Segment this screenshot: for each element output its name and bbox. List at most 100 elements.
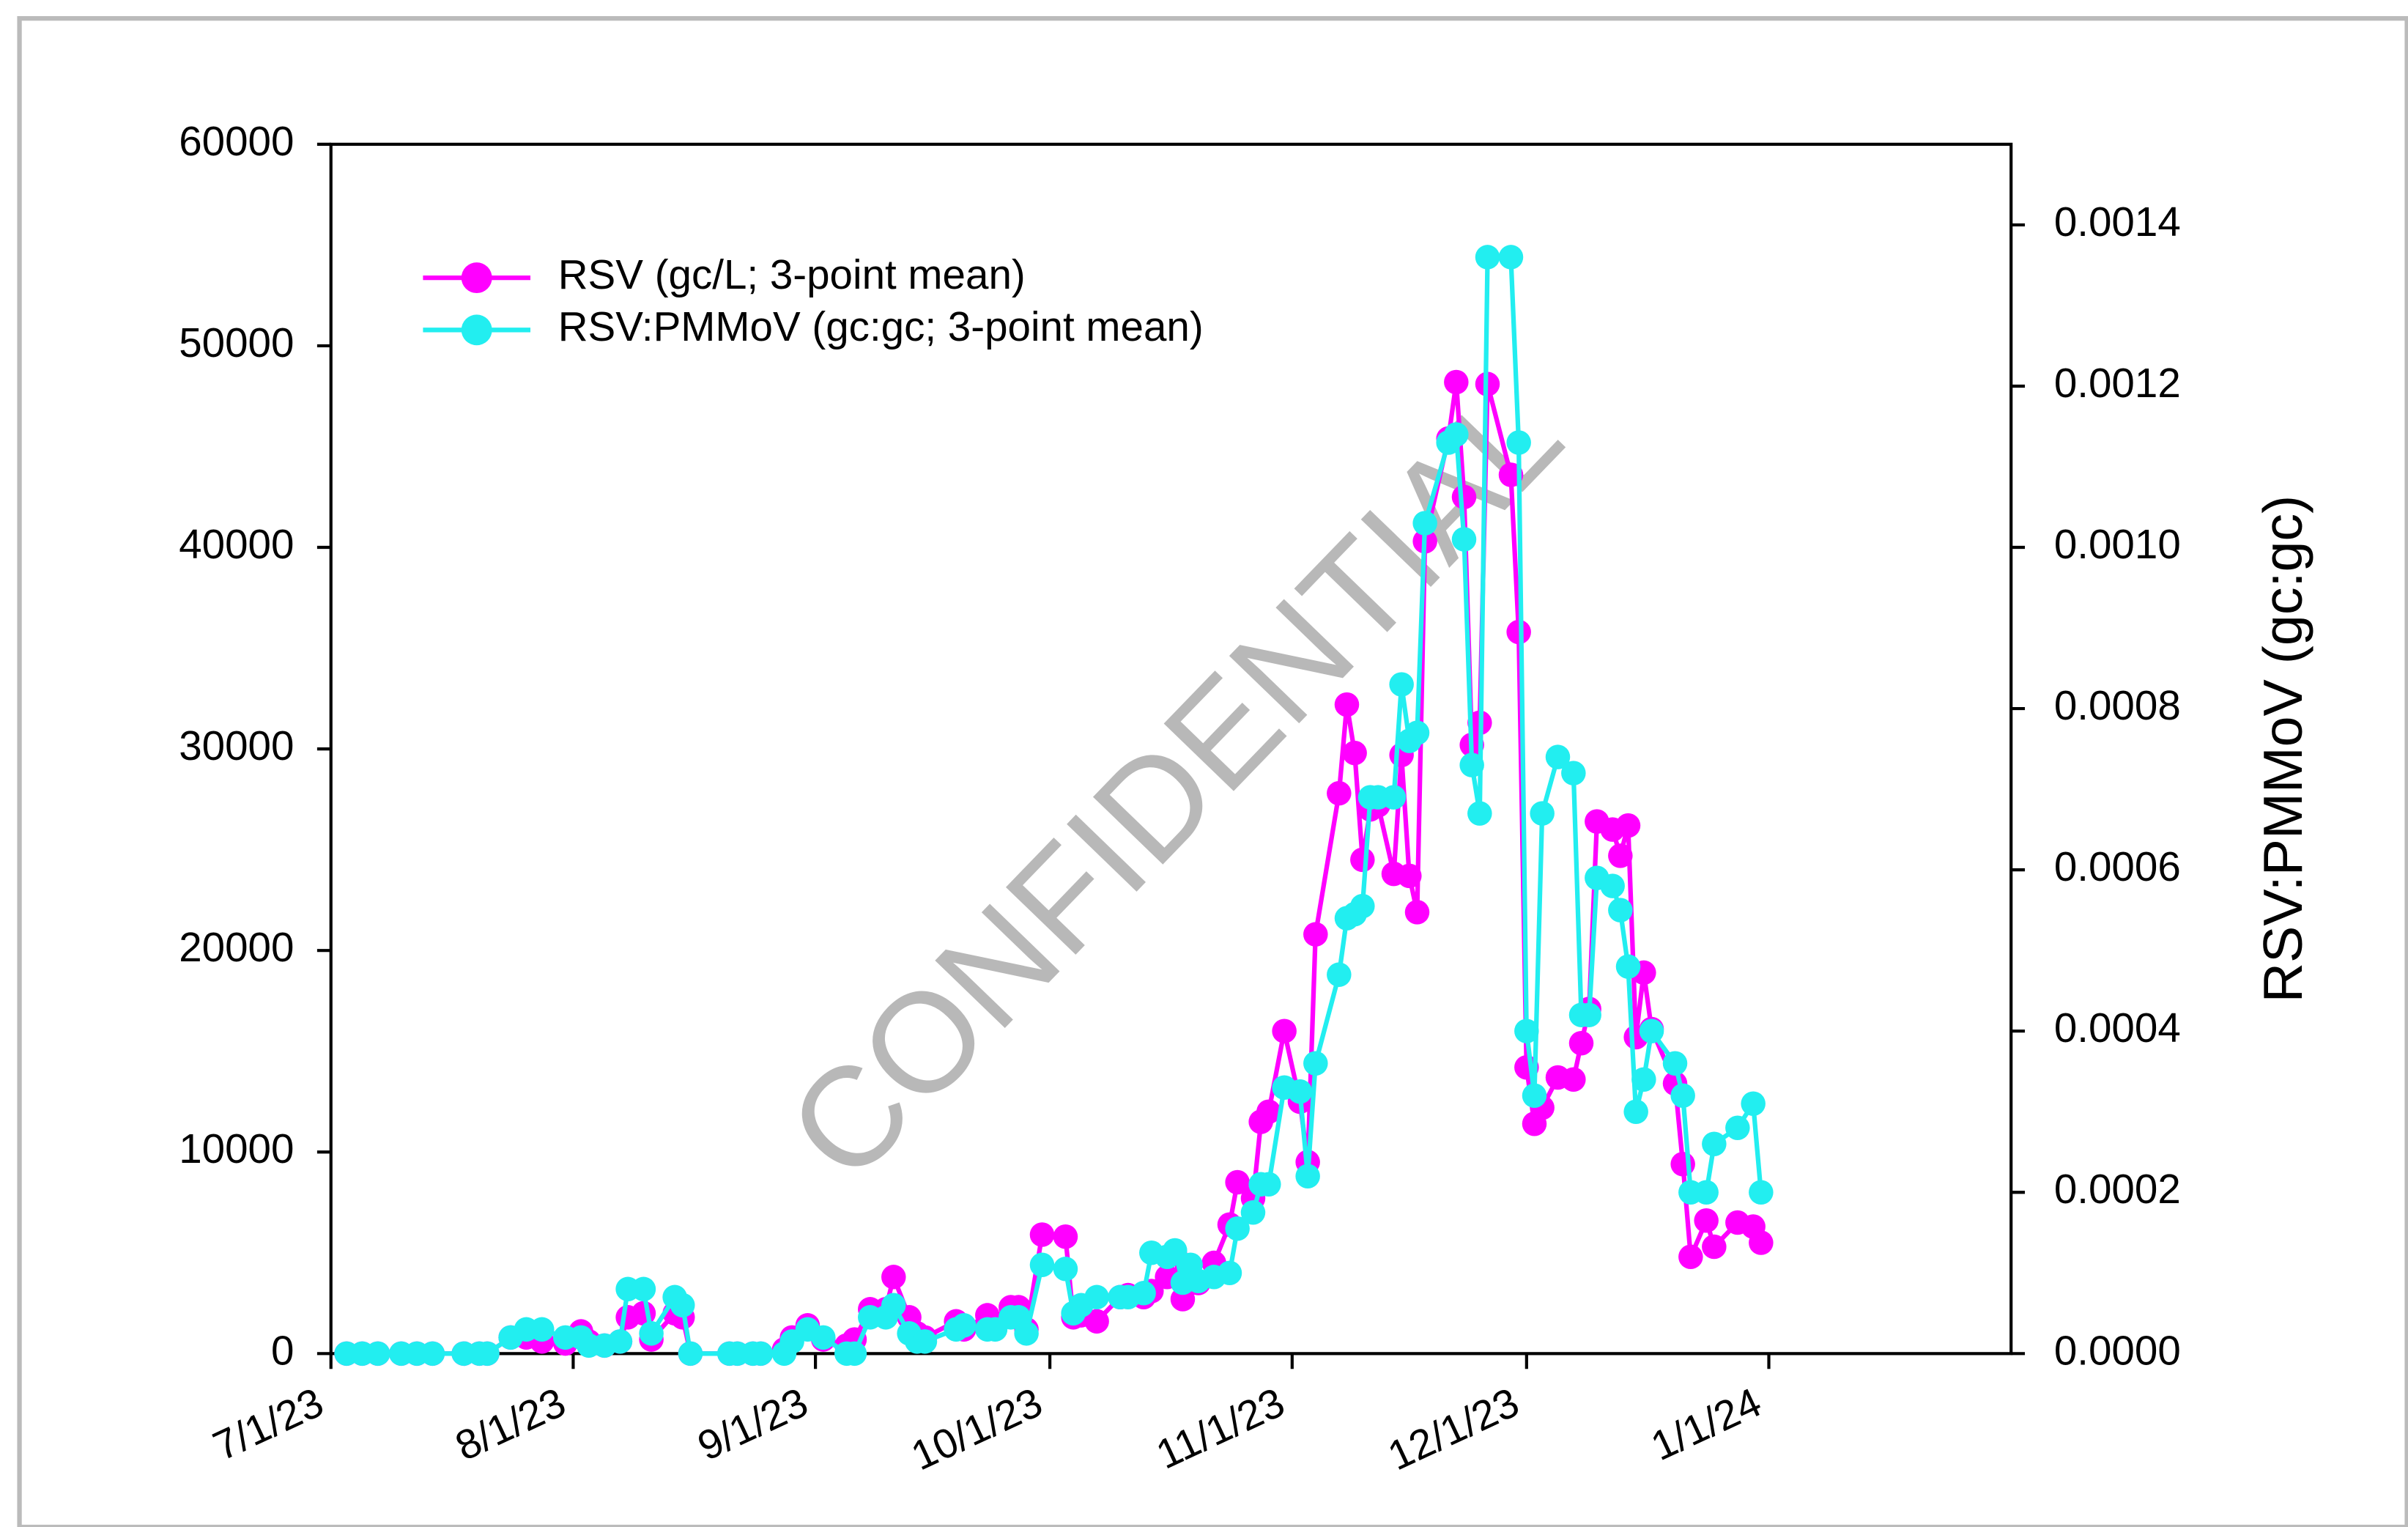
data-point	[1295, 1164, 1320, 1189]
data-point	[1623, 1099, 1648, 1124]
data-point	[1615, 954, 1641, 979]
data-point	[1014, 1321, 1039, 1346]
data-point	[952, 1313, 977, 1338]
data-point	[1467, 801, 1492, 826]
data-point	[1381, 785, 1407, 810]
data-point	[1608, 898, 1633, 923]
y2-tick-label: 0.0014	[2054, 199, 2181, 245]
y2-tick-label: 0.0002	[2054, 1166, 2181, 1212]
data-point	[1303, 922, 1328, 947]
data-point	[1350, 893, 1375, 919]
data-point	[1334, 692, 1360, 717]
data-point	[1670, 1151, 1695, 1177]
data-point	[1327, 780, 1352, 806]
data-point	[1506, 430, 1531, 455]
data-point	[1256, 1172, 1281, 1197]
data-point	[1631, 1067, 1656, 1092]
y2-axis-title: RSV:PMMoV (gc:gc)	[2252, 495, 2313, 1003]
data-point	[1561, 761, 1586, 785]
y-tick-label: 40000	[179, 521, 294, 567]
y2-tick-label: 0.0008	[2054, 682, 2181, 728]
data-point	[1397, 863, 1422, 889]
data-point	[1053, 1257, 1078, 1282]
data-point	[881, 1293, 906, 1318]
data-point	[1287, 1079, 1313, 1104]
data-point	[1163, 1238, 1188, 1263]
data-point	[1498, 245, 1524, 270]
data-point	[1749, 1180, 1774, 1205]
data-point	[1444, 369, 1469, 395]
data-point	[1451, 527, 1477, 552]
y-tick-label: 30000	[179, 722, 294, 769]
data-point	[1600, 873, 1625, 898]
data-point	[1694, 1208, 1719, 1233]
data-point	[1412, 511, 1437, 536]
data-point	[420, 1341, 445, 1367]
data-point	[1217, 1260, 1242, 1286]
data-point	[1256, 1099, 1281, 1124]
data-point	[670, 1293, 695, 1318]
data-point	[1561, 1067, 1586, 1092]
data-point	[1389, 672, 1414, 697]
data-point	[1131, 1281, 1156, 1306]
data-point	[1029, 1252, 1055, 1278]
data-point	[1577, 1002, 1601, 1027]
data-point	[1225, 1169, 1250, 1195]
data-point	[530, 1317, 555, 1342]
data-point	[1522, 1083, 1547, 1108]
legend-label: RSV:PMMoV (gc:gc; 3-point mean)	[558, 303, 1204, 350]
data-point	[1615, 813, 1641, 838]
data-point	[1459, 753, 1484, 777]
data-point	[1475, 245, 1500, 270]
data-point	[1327, 962, 1352, 987]
y2-tick-label: 0.0010	[2054, 521, 2181, 567]
data-point	[365, 1341, 390, 1367]
data-point	[1084, 1284, 1109, 1310]
data-point	[748, 1341, 774, 1367]
data-point	[1350, 847, 1375, 873]
data-point	[811, 1325, 836, 1350]
data-point	[1240, 1200, 1266, 1225]
y2-tick-label: 0.0000	[2054, 1327, 2181, 1373]
data-point	[607, 1329, 633, 1354]
y2-tick-label: 0.0004	[2054, 1005, 2181, 1051]
data-point	[1530, 801, 1555, 826]
data-point	[1670, 1083, 1695, 1108]
data-point	[475, 1341, 500, 1367]
data-point	[1506, 619, 1531, 645]
data-point	[639, 1321, 664, 1346]
data-point	[631, 1276, 656, 1302]
data-point	[1053, 1224, 1078, 1249]
y-tick-label: 10000	[179, 1125, 294, 1172]
legend-marker	[461, 314, 492, 346]
y2-tick-label: 0.0006	[2054, 843, 2181, 890]
data-point	[1608, 843, 1633, 868]
data-point	[1639, 1018, 1664, 1043]
data-point	[1741, 1091, 1766, 1116]
y2-tick-label: 0.0012	[2054, 360, 2181, 406]
data-point	[1514, 1018, 1539, 1043]
y-tick-label: 20000	[179, 924, 294, 970]
data-point	[1404, 900, 1430, 925]
data-point	[1404, 720, 1430, 745]
data-point	[1694, 1180, 1719, 1205]
data-point	[1662, 1051, 1688, 1076]
data-point	[678, 1341, 703, 1367]
data-point	[1029, 1222, 1055, 1247]
data-point	[1272, 1018, 1297, 1043]
y-tick-label: 50000	[179, 319, 294, 366]
y-tick-label: 60000	[179, 118, 294, 164]
legend-marker	[461, 262, 492, 294]
legend-label: RSV (gc/L; 3-point mean)	[558, 251, 1026, 297]
data-point	[1702, 1131, 1727, 1157]
data-point	[881, 1265, 906, 1290]
data-point	[1749, 1230, 1774, 1255]
data-point	[1084, 1309, 1109, 1334]
data-point	[1678, 1244, 1703, 1270]
data-point	[1702, 1234, 1727, 1260]
data-point	[1545, 744, 1571, 769]
data-point	[1303, 1051, 1328, 1076]
data-point	[912, 1329, 938, 1354]
